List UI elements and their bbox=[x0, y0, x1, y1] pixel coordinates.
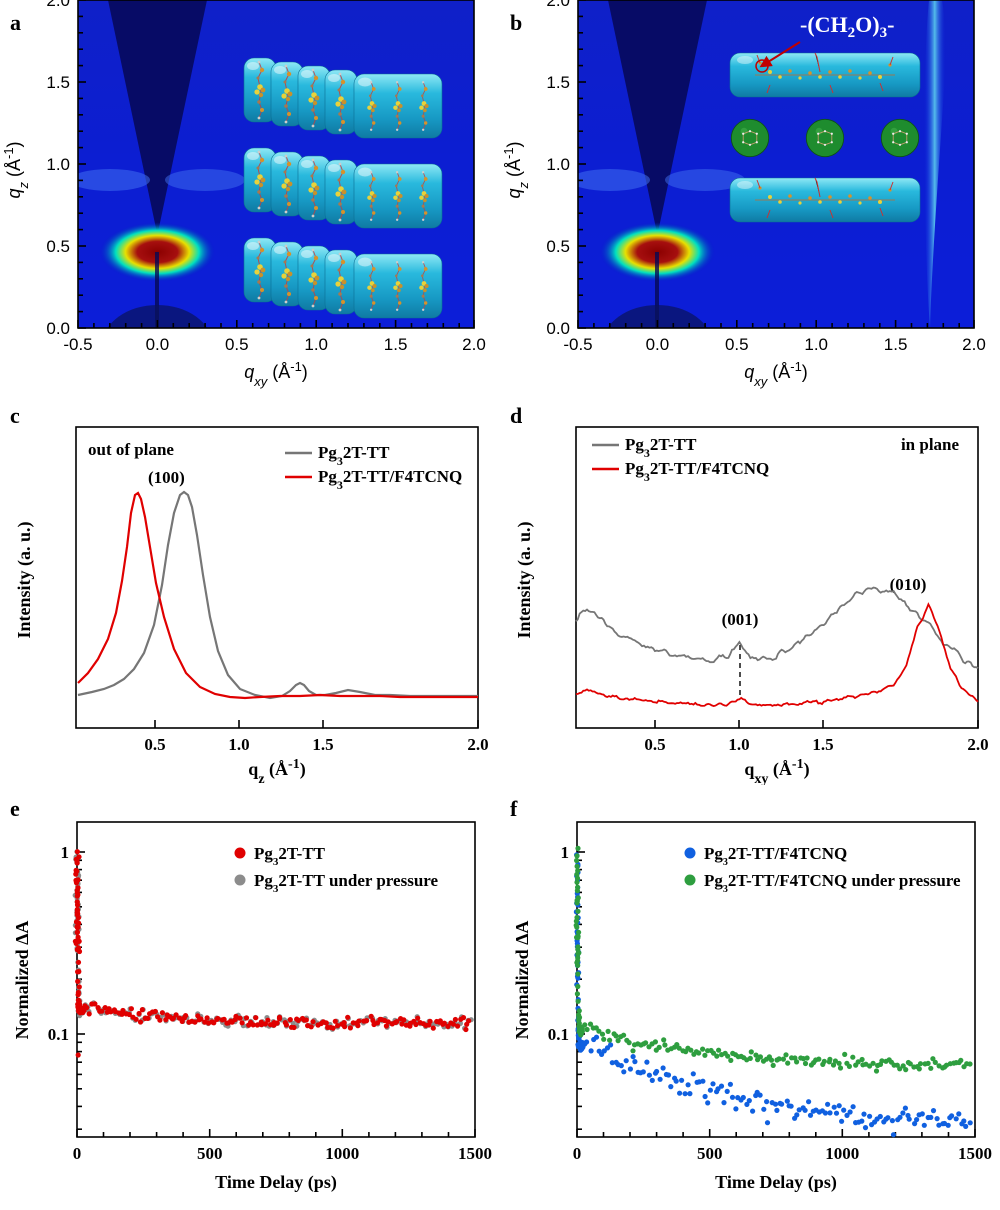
svg-text:-0.5: -0.5 bbox=[63, 335, 92, 354]
svg-text:Pg32T-TT/F4TCNQ: Pg32T-TT/F4TCNQ bbox=[704, 844, 847, 868]
svg-text:1.0: 1.0 bbox=[546, 155, 570, 174]
svg-text:qxy (Å-1): qxy (Å-1) bbox=[744, 359, 808, 389]
svg-text:Pg32T-TT: Pg32T-TT bbox=[625, 435, 697, 460]
svg-text:1.0: 1.0 bbox=[804, 335, 828, 354]
svg-text:1.5: 1.5 bbox=[312, 735, 333, 754]
svg-text:Pg32T-TT under pressure: Pg32T-TT under pressure bbox=[254, 871, 439, 895]
svg-text:0.0: 0.0 bbox=[146, 335, 170, 354]
svg-text:0.5: 0.5 bbox=[225, 335, 249, 354]
svg-text:qxy (Å-1): qxy (Å-1) bbox=[244, 359, 308, 389]
svg-text:0: 0 bbox=[573, 1144, 582, 1163]
svg-text:1.5: 1.5 bbox=[46, 73, 70, 92]
svg-text:(001): (001) bbox=[722, 610, 759, 629]
svg-text:500: 500 bbox=[697, 1144, 723, 1163]
svg-text:2.0: 2.0 bbox=[467, 735, 488, 754]
svg-text:1500: 1500 bbox=[958, 1144, 992, 1163]
svg-text:Pg32T-TT/F4TCNQ under pressure: Pg32T-TT/F4TCNQ under pressure bbox=[704, 871, 961, 895]
svg-text:1500: 1500 bbox=[458, 1144, 492, 1163]
svg-text:1.5: 1.5 bbox=[384, 335, 408, 354]
svg-text:1.0: 1.0 bbox=[46, 155, 70, 174]
svg-text:Normalized ΔA: Normalized ΔA bbox=[512, 921, 532, 1040]
svg-text:Pg32T-TT: Pg32T-TT bbox=[318, 443, 390, 468]
svg-text:2.0: 2.0 bbox=[546, 0, 570, 10]
svg-text:0.1: 0.1 bbox=[548, 1025, 569, 1044]
svg-text:Pg32T-TT/F4TCNQ: Pg32T-TT/F4TCNQ bbox=[318, 467, 462, 492]
svg-text:-0.5: -0.5 bbox=[563, 335, 592, 354]
svg-text:1: 1 bbox=[561, 843, 570, 862]
svg-text:(100): (100) bbox=[148, 468, 185, 487]
svg-text:qz (Å-1): qz (Å-1) bbox=[248, 757, 305, 786]
svg-text:qxy (Å-1): qxy (Å-1) bbox=[744, 757, 809, 786]
svg-text:out of plane: out of plane bbox=[88, 440, 174, 459]
svg-text:0.0: 0.0 bbox=[646, 335, 670, 354]
svg-text:500: 500 bbox=[197, 1144, 223, 1163]
svg-text:(010): (010) bbox=[890, 575, 927, 594]
svg-text:1.5: 1.5 bbox=[812, 735, 833, 754]
svg-text:in plane: in plane bbox=[901, 435, 960, 454]
svg-text:qz (Å-1): qz (Å-1) bbox=[501, 141, 531, 198]
svg-text:1.5: 1.5 bbox=[884, 335, 908, 354]
svg-text:0: 0 bbox=[73, 1144, 82, 1163]
svg-text:Intensity (a. u.): Intensity (a. u.) bbox=[514, 521, 535, 638]
svg-text:Time Delay (ps): Time Delay (ps) bbox=[715, 1172, 837, 1193]
svg-text:1000: 1000 bbox=[825, 1144, 859, 1163]
svg-text:Pg32T-TT: Pg32T-TT bbox=[254, 844, 326, 868]
svg-text:1.0: 1.0 bbox=[304, 335, 328, 354]
svg-text:Intensity (a. u.): Intensity (a. u.) bbox=[14, 521, 35, 638]
svg-text:2.0: 2.0 bbox=[462, 335, 486, 354]
svg-text:1.0: 1.0 bbox=[728, 735, 749, 754]
svg-text:Pg32T-TT/F4TCNQ: Pg32T-TT/F4TCNQ bbox=[625, 459, 769, 484]
svg-text:0.1: 0.1 bbox=[48, 1025, 69, 1044]
svg-text:2.0: 2.0 bbox=[962, 335, 986, 354]
svg-text:1.0: 1.0 bbox=[228, 735, 249, 754]
svg-text:0.5: 0.5 bbox=[546, 237, 570, 256]
svg-text:0.5: 0.5 bbox=[644, 735, 665, 754]
svg-text:Time Delay (ps): Time Delay (ps) bbox=[215, 1172, 337, 1193]
svg-text:1000: 1000 bbox=[325, 1144, 359, 1163]
svg-text:Normalized ΔA: Normalized ΔA bbox=[12, 921, 32, 1040]
svg-text:2.0: 2.0 bbox=[46, 0, 70, 10]
svg-text:0.5: 0.5 bbox=[725, 335, 749, 354]
svg-text:2.0: 2.0 bbox=[967, 735, 988, 754]
svg-text:qz (Å-1): qz (Å-1) bbox=[1, 141, 31, 198]
svg-text:1.5: 1.5 bbox=[546, 73, 570, 92]
svg-text:0.5: 0.5 bbox=[144, 735, 165, 754]
svg-text:1: 1 bbox=[61, 843, 70, 862]
svg-text:0.5: 0.5 bbox=[46, 237, 70, 256]
